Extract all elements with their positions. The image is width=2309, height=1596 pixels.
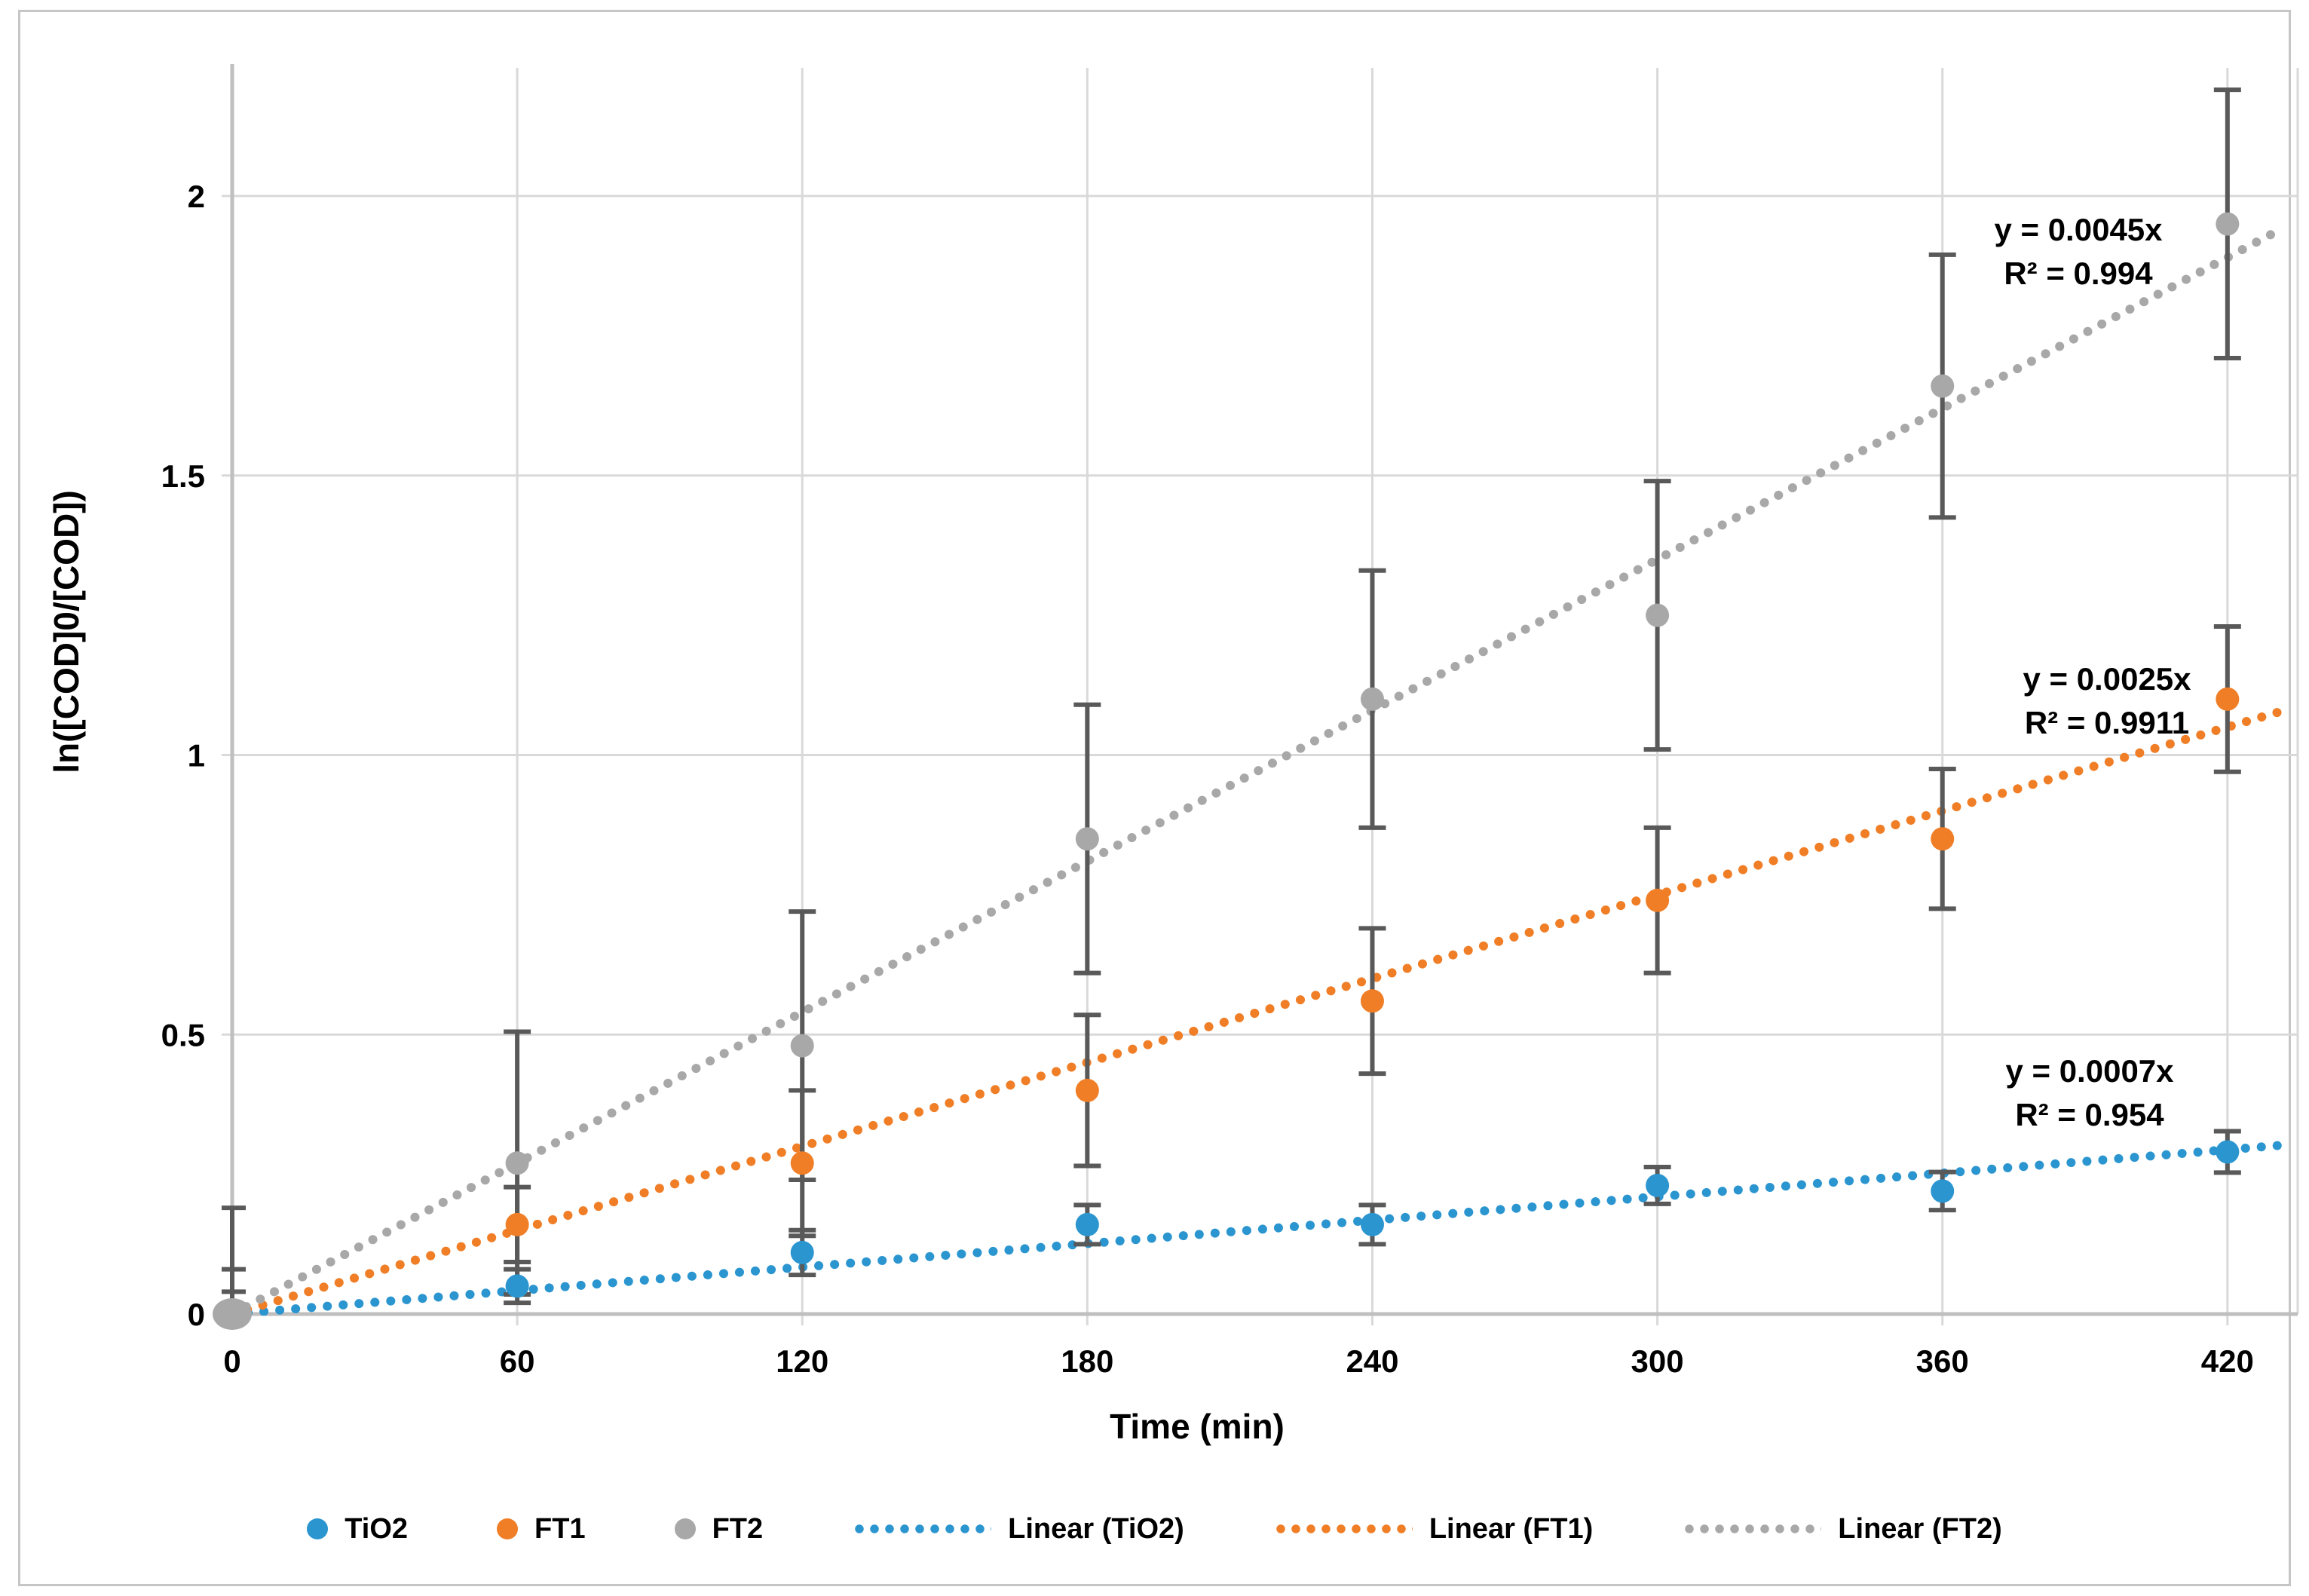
legend-marker-dot-ft1 [497, 1518, 519, 1539]
data-point-ft2 [1646, 603, 1670, 627]
figure-border [18, 10, 2291, 1586]
data-point-tio2 [790, 1240, 814, 1264]
data-point-ft1 [1931, 827, 1955, 851]
data-point-tio2 [1075, 1212, 1099, 1236]
y-tick-label: 1 [188, 738, 205, 773]
data-point-ft2 [213, 1298, 252, 1330]
r-squared-line: R² = 0.9911 [2024, 705, 2190, 740]
data-point-tio2 [1931, 1179, 1955, 1203]
data-point-ft2 [1360, 687, 1384, 711]
legend-label: Linear (FT1) [1429, 1512, 1594, 1545]
equation-line: y = 0.0025x [2023, 661, 2191, 697]
data-point-ft1 [2216, 687, 2240, 711]
legend-item-ft2: FT2 [674, 1512, 764, 1545]
legend-item-ft1: FT1 [497, 1513, 586, 1545]
x-tick-label: 360 [1916, 1343, 1969, 1379]
r-squared-line: R² = 0.994 [2004, 256, 2153, 291]
trendline-equation-tio2: y = 0.0007x R² = 0.954 [2005, 1049, 2173, 1137]
legend-item-tio2: TiO2 [307, 1513, 408, 1545]
data-point-ft2 [1075, 827, 1099, 851]
r-squared-line: R² = 0.954 [2015, 1097, 2164, 1132]
legend-item-linear-tio2: Linear (TiO2) [852, 1513, 1184, 1545]
legend-marker-dotted-line-tio2 [852, 1523, 992, 1535]
legend: TiO2 FT1 FT2 Linear (TiO2) Linear (FT1) … [0, 1499, 2309, 1559]
trendline-tio2 [228, 1140, 2289, 1316]
data-point-ft2 [1931, 374, 1955, 398]
data-point-ft2 [505, 1151, 529, 1175]
trendline-ft2 [228, 222, 2289, 1316]
y-tick-label: 0 [188, 1297, 205, 1332]
data-point-ft1 [1075, 1078, 1099, 1102]
data-point-ft2 [790, 1034, 814, 1058]
data-point-ft1 [505, 1212, 529, 1236]
legend-label: Linear (TiO2) [1008, 1512, 1184, 1545]
legend-marker-dot-tio2 [307, 1518, 329, 1539]
x-tick-label: 420 [2201, 1343, 2254, 1379]
legend-marker-dot-ft2 [674, 1518, 696, 1539]
y-tick-label: 1.5 [161, 458, 205, 494]
legend-item-linear-ft2: Linear (FT2) [1682, 1512, 2002, 1545]
legend-label: FT2 [712, 1512, 764, 1545]
data-point-ft1 [790, 1151, 814, 1175]
data-point-ft1 [1360, 989, 1384, 1013]
x-tick-label: 60 [500, 1343, 535, 1379]
x-tick-label: 180 [1061, 1343, 1113, 1379]
equation-line: y = 0.0045x [1994, 212, 2163, 247]
y-tick-label: 0.5 [161, 1017, 205, 1052]
legend-label: FT1 [534, 1512, 586, 1545]
trendline-equation-ft1: y = 0.0025x R² = 0.9911 [2023, 657, 2191, 745]
data-point-ft1 [1646, 888, 1670, 912]
legend-label: TiO2 [345, 1512, 409, 1545]
data-point-tio2 [1360, 1212, 1384, 1236]
y-axis-title: ln([COD]0/[COD]) [47, 490, 86, 773]
x-tick-label: 300 [1631, 1343, 1684, 1379]
legend-marker-dotted-line-ft1 [1272, 1523, 1413, 1535]
legend-item-linear-ft1: Linear (FT1) [1272, 1512, 1594, 1545]
data-point-tio2 [505, 1274, 529, 1298]
x-tick-label: 0 [223, 1343, 240, 1379]
legend-label: Linear (FT2) [1838, 1512, 2002, 1545]
trendline-ft1 [228, 706, 2289, 1316]
x-axis-title: Time (min) [1110, 1407, 1285, 1446]
x-tick-label: 240 [1346, 1343, 1398, 1379]
data-point-tio2 [2216, 1140, 2240, 1164]
data-point-ft2 [2216, 212, 2240, 236]
trendline-equation-ft2: y = 0.0045x R² = 0.994 [1994, 208, 2162, 296]
equation-line: y = 0.0007x [2005, 1053, 2174, 1089]
y-tick-label: 2 [188, 179, 205, 214]
data-point-tio2 [1646, 1173, 1670, 1197]
x-tick-label: 120 [776, 1343, 828, 1379]
legend-marker-dotted-line-ft2 [1682, 1523, 1822, 1535]
